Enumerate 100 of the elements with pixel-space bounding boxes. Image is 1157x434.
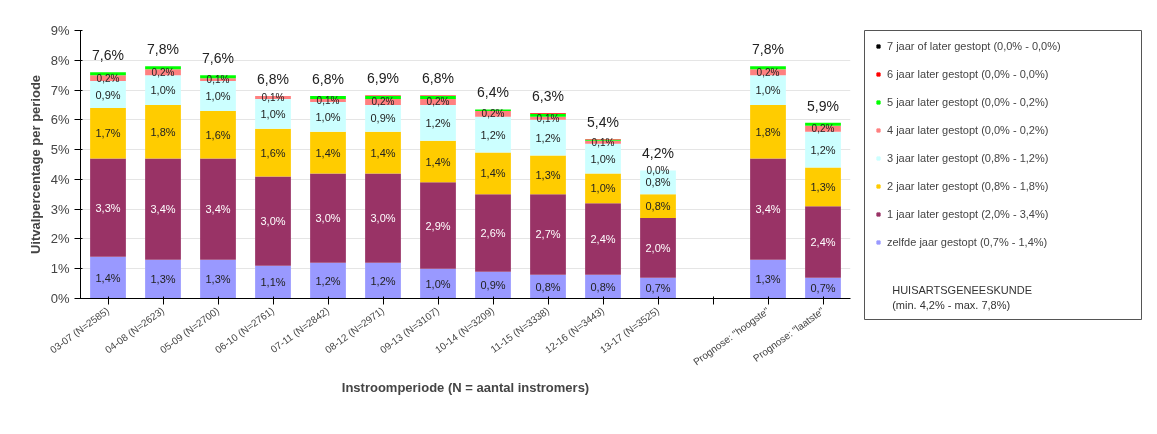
data-label: 1,6%: [205, 128, 231, 141]
bar: [805, 206, 841, 278]
data-label: 1,4%: [370, 146, 396, 159]
bar: [750, 66, 786, 70]
data-label: 1,4%: [95, 271, 121, 284]
data-label: 1,6%: [260, 146, 286, 159]
legend-label: zelfde jaar gestopt (0,7% - 1,4%): [887, 236, 1048, 248]
data-label: 1,2%: [425, 116, 451, 129]
data-label: 0,2%: [96, 72, 120, 84]
bar: [310, 173, 346, 263]
y-tick-label: 2%: [50, 231, 70, 247]
data-label: 1,0%: [590, 182, 616, 195]
x-axis-title: Instroomperiode (N = aantal instromers): [341, 379, 590, 395]
bar: [530, 194, 566, 275]
total-label: 7,8%: [752, 41, 784, 58]
bar: [255, 176, 291, 266]
y-tick-label: 1%: [50, 261, 70, 277]
y-tick-label: 0%: [50, 291, 70, 306]
data-label: 0,8%: [645, 176, 671, 189]
bar: [145, 104, 181, 159]
total-label: 6,4%: [477, 84, 509, 101]
data-label: 0,1%: [261, 92, 285, 103]
legend-label: 3 jaar later gestopt (0,8% - 1,2%): [887, 152, 1049, 164]
bar: [475, 194, 511, 272]
total-label: 7,6%: [202, 50, 234, 67]
total-label: 6,8%: [257, 71, 289, 88]
data-label: 1,2%: [370, 274, 396, 287]
bar: [750, 259, 786, 299]
y-tick-label: 7%: [50, 82, 70, 98]
bar: [585, 203, 621, 275]
y-tick-label: 5%: [50, 142, 70, 158]
data-label: 0,7%: [810, 282, 836, 295]
total-label: 6,8%: [422, 70, 454, 87]
data-label: 1,3%: [150, 273, 176, 286]
data-label: 0,2%: [151, 66, 175, 78]
data-label: 1,0%: [755, 84, 781, 97]
data-label: 2,9%: [425, 219, 451, 232]
data-label: 1,4%: [425, 155, 451, 168]
data-label: 2,0%: [645, 241, 671, 254]
data-label: 0,8%: [645, 200, 671, 213]
data-label: 1,1%: [260, 276, 286, 289]
y-tick-label: 3%: [50, 201, 70, 217]
bar: [145, 158, 181, 260]
legend-label: 6 jaar later gestopt (0,0% - 0,0%): [887, 68, 1049, 80]
bar: [200, 158, 236, 260]
total-label: 4,2%: [642, 145, 674, 162]
data-label: 0,9%: [480, 279, 506, 292]
text: HUISARTSGENEESKUNDE (min. 4,2% - max. 7,8%): [892, 284, 1032, 311]
data-label: 1,2%: [480, 128, 506, 141]
data-label: 0,1%: [316, 94, 340, 106]
bar: [750, 158, 786, 260]
y-axis-title: Uitvalpercentage per periode: [27, 74, 43, 255]
bar: [90, 107, 126, 159]
total-label: 6,8%: [312, 71, 344, 88]
total-label: 5,4%: [587, 114, 619, 131]
legend-label: 1 jaar later gestopt (2,0% - 3,4%): [887, 208, 1049, 220]
data-label: 0,9%: [95, 88, 121, 101]
bar: [420, 182, 456, 269]
data-label: 1,7%: [95, 127, 121, 140]
bar: [255, 128, 291, 177]
data-label: 2,4%: [590, 232, 616, 245]
data-label: 3,4%: [150, 203, 176, 216]
data-label: 1,0%: [205, 90, 231, 103]
data-label: 0,0%: [646, 164, 670, 176]
total-label: 5,9%: [807, 97, 839, 114]
data-label: 3,4%: [205, 203, 231, 216]
total-label: 7,6%: [92, 47, 124, 64]
legend-label: 2 jaar later gestopt (0,8% - 1,8%): [887, 180, 1049, 192]
data-label: 2,6%: [480, 226, 506, 239]
data-label: 3,0%: [370, 212, 396, 225]
data-label: 0,8%: [535, 280, 561, 293]
data-label: 0,2%: [756, 66, 780, 78]
bar: [475, 152, 511, 195]
data-label: 0,1%: [536, 112, 560, 124]
bar: [420, 140, 456, 183]
bar: [90, 72, 126, 76]
data-label: 1,4%: [480, 167, 506, 180]
data-label: 3,0%: [260, 215, 286, 228]
bar: [200, 259, 236, 299]
data-label: 1,4%: [315, 146, 341, 159]
y-tick-label: 6%: [50, 112, 70, 128]
data-label: 0,2%: [811, 123, 835, 135]
y-tick-label: 8%: [50, 52, 70, 68]
data-label: 3,3%: [95, 201, 121, 214]
bar: [365, 173, 401, 263]
legend-label: 7 jaar of later gestopt (0,0% - 0,0%): [887, 40, 1061, 52]
data-label: 1,2%: [810, 143, 836, 156]
bar: [145, 66, 181, 70]
legend-label: 5 jaar later gestopt (0,0% - 0,2%): [887, 96, 1049, 108]
data-label: 0,2%: [426, 96, 450, 108]
total-label: 6,3%: [532, 88, 564, 105]
data-label: 1,3%: [810, 180, 836, 193]
bar: [200, 110, 236, 159]
bar: [750, 104, 786, 159]
data-label: 0,1%: [206, 74, 230, 86]
y-tick-label: 4%: [50, 171, 70, 187]
bar: [640, 218, 676, 278]
total-label: 6,9%: [367, 70, 399, 87]
y-tick-label: 9%: [50, 23, 70, 38]
data-label: 1,0%: [590, 152, 616, 165]
